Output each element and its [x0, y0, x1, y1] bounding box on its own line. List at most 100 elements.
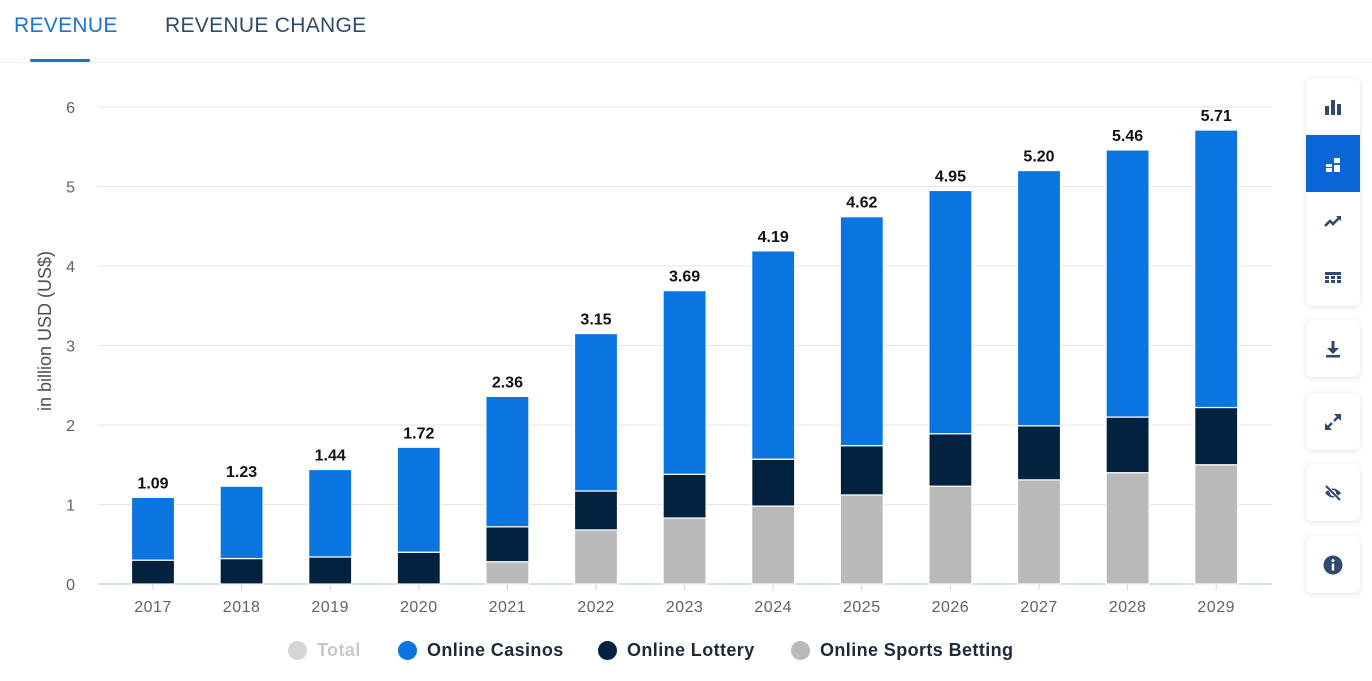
- x-tick-label-2017: 2017: [134, 599, 172, 616]
- bar-online-lottery-2023[interactable]: [662, 473, 707, 519]
- total-label-2028: 5.46: [1112, 128, 1143, 145]
- total-label-2023: 3.69: [669, 269, 700, 286]
- total-label-2026: 4.95: [935, 168, 966, 185]
- legend-label-online-lottery: Online Lottery: [627, 640, 755, 660]
- x-tick-label-2027: 2027: [1020, 599, 1058, 616]
- info-button-group: [1306, 536, 1360, 593]
- bar-online-lottery-2029[interactable]: [1194, 406, 1239, 466]
- legend-dot-online-lottery: [598, 641, 617, 660]
- x-tick-label-2019: 2019: [311, 599, 349, 616]
- bar-online-lottery-2019[interactable]: [308, 556, 353, 585]
- legend-item-online-lottery[interactable]: Online Lottery: [598, 640, 755, 661]
- bar-online-sports-betting-2024[interactable]: [751, 505, 796, 585]
- x-tick-label-2022: 2022: [577, 599, 615, 616]
- legend-dot-online-sports-betting: [791, 641, 810, 660]
- legend-item-online-sports-betting[interactable]: Online Sports Betting: [791, 640, 1013, 661]
- stacked-bar-view-button[interactable]: [1306, 135, 1360, 192]
- bar-online-casinos-2029[interactable]: [1194, 129, 1239, 409]
- total-label-2020: 1.72: [403, 425, 434, 442]
- legend-item-total[interactable]: Total: [288, 640, 361, 661]
- x-tick-label-2026: 2026: [932, 599, 970, 616]
- bar-online-lottery-2017[interactable]: [130, 559, 176, 585]
- info-button[interactable]: [1306, 536, 1360, 593]
- total-label-2017: 1.09: [137, 475, 168, 492]
- bar-online-lottery-2024[interactable]: [751, 458, 796, 507]
- bar-online-lottery-2025[interactable]: [839, 445, 884, 496]
- bar-online-lottery-2026[interactable]: [928, 433, 973, 487]
- bar-online-sports-betting-2023[interactable]: [662, 517, 707, 585]
- bar-online-casinos-2020[interactable]: [396, 446, 441, 553]
- x-tick-label-2024: 2024: [754, 599, 792, 616]
- bar-online-casinos-2026[interactable]: [928, 189, 973, 435]
- total-label-2025: 4.62: [846, 195, 877, 212]
- bar-chart-view-button[interactable]: [1306, 78, 1360, 135]
- legend-label-online-sports-betting: Online Sports Betting: [820, 640, 1014, 660]
- download-icon: [1326, 340, 1340, 357]
- x-tick-label-2023: 2023: [666, 599, 704, 616]
- legend-label-total: Total: [317, 640, 361, 660]
- tab-revenue[interactable]: REVENUE: [14, 14, 118, 37]
- bar-online-casinos-2024[interactable]: [751, 250, 796, 460]
- stacked-bar-icon: [1326, 157, 1340, 172]
- y-tick-label: 4: [66, 259, 75, 276]
- fullscreen-icon: [1325, 413, 1341, 430]
- download-button[interactable]: [1306, 320, 1360, 377]
- bar-online-sports-betting-2026[interactable]: [928, 485, 973, 585]
- bar-online-sports-betting-2028[interactable]: [1105, 472, 1150, 585]
- total-label-2024: 4.19: [758, 229, 789, 246]
- bar-online-lottery-2020[interactable]: [396, 551, 441, 585]
- tab-bar: REVENUE REVENUE CHANGE: [0, 0, 1372, 63]
- info-icon: [1323, 555, 1343, 574]
- legend-dot-total: [288, 641, 307, 660]
- legend-item-online-casinos[interactable]: Online Casinos: [398, 640, 564, 661]
- x-tick-label-2018: 2018: [223, 599, 261, 616]
- bar-online-sports-betting-2022[interactable]: [573, 529, 619, 585]
- x-tick-label-2028: 2028: [1109, 599, 1147, 616]
- bar-online-lottery-2022[interactable]: [573, 490, 619, 531]
- legend-label-online-casinos: Online Casinos: [427, 640, 564, 660]
- bar-online-casinos-2017[interactable]: [130, 496, 176, 561]
- fullscreen-button[interactable]: [1306, 393, 1360, 450]
- bar-online-sports-betting-2021[interactable]: [485, 561, 530, 585]
- bar-online-casinos-2028[interactable]: [1105, 149, 1150, 418]
- hide-icon: [1324, 484, 1342, 501]
- x-tick-label-2021: 2021: [489, 599, 527, 616]
- bar-online-lottery-2021[interactable]: [485, 526, 530, 563]
- trend-line-view-button[interactable]: [1306, 192, 1360, 249]
- x-tick-label-2029: 2029: [1197, 599, 1235, 616]
- bar-online-lottery-2027[interactable]: [1016, 425, 1062, 481]
- x-axis-ticks: 2017 2018 2019 2020 2021 2022 2023 2024 2025 2026…: [134, 584, 1235, 616]
- bar-online-casinos-2022[interactable]: [573, 332, 619, 492]
- trend-line-icon: [1324, 215, 1341, 227]
- bar-online-sports-betting-2025[interactable]: [839, 494, 884, 585]
- bar-online-sports-betting-2029[interactable]: [1194, 464, 1239, 585]
- total-label-2018: 1.23: [226, 464, 257, 481]
- x-tick-label-2020: 2020: [400, 599, 438, 616]
- bar-online-lottery-2028[interactable]: [1105, 416, 1150, 474]
- total-label-2027: 5.20: [1023, 149, 1054, 166]
- bar-online-casinos-2023[interactable]: [662, 290, 707, 475]
- table-grid-icon: [1325, 271, 1341, 283]
- y-tick-label: 3: [66, 339, 75, 356]
- table-view-button[interactable]: [1306, 249, 1360, 306]
- hide-button-group: [1306, 464, 1360, 521]
- bar-online-sports-betting-2027[interactable]: [1016, 479, 1062, 585]
- chart-view-toolbar: [1306, 78, 1360, 306]
- bar-online-casinos-2025[interactable]: [839, 216, 884, 447]
- legend-dot-online-casinos: [398, 641, 417, 660]
- total-label-2021: 2.36: [492, 374, 523, 391]
- bar-online-casinos-2027[interactable]: [1016, 169, 1062, 427]
- bar-online-casinos-2021[interactable]: [485, 395, 530, 528]
- hide-button[interactable]: [1306, 464, 1360, 521]
- bar-online-casinos-2019[interactable]: [308, 468, 353, 558]
- bar-online-lottery-2018[interactable]: [219, 557, 264, 585]
- active-tab-indicator: [30, 59, 90, 62]
- total-label-2022: 3.15: [580, 312, 611, 329]
- y-tick-label: 6: [66, 100, 75, 117]
- download-button-group: [1306, 320, 1360, 377]
- y-tick-label: 2: [66, 418, 75, 435]
- tab-revenue-change[interactable]: REVENUE CHANGE: [165, 14, 367, 37]
- y-axis-label: in billion USD (US$): [35, 251, 55, 411]
- bar-online-casinos-2018[interactable]: [219, 485, 264, 560]
